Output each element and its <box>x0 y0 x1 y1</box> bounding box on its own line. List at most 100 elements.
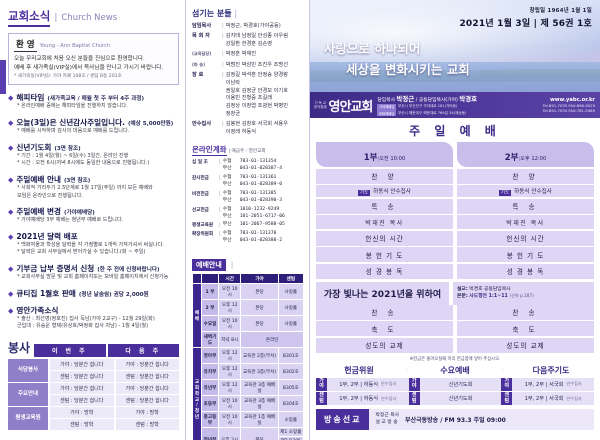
news-item-detail: * 백화여울과 학성을 달력을 각 가정별로 1개씩 가져가셔서 써실나다. <box>17 241 164 248</box>
broadcast-who: 박정근 목사 설 교 방 송 <box>375 413 399 426</box>
worship-order-row: 특 송 <box>316 198 453 214</box>
offering-note: ※헌금은 돌아오실때 미리 헌금함에 넣어 주십시오. <box>409 356 501 362</box>
account-row: 감사헌금 | 수협 703-01-131361 부산 043-01-028389-0 <box>192 175 304 189</box>
service-duty-row: 식당봉사 가야 : 당분간 쉽니다 센텀 : 당분간 쉽니다 가야 : 당분간 쉽니다… <box>8 359 179 382</box>
worship-guide-location-centum: 사랑홀 <box>277 299 305 317</box>
worship-order-row: 축 도 <box>316 321 453 336</box>
staff-name-line: 김봉현 김창호 서국회 서용우 <box>225 121 288 128</box>
worship-part-name: 2부 <box>504 153 519 163</box>
broadcast-sermon-label: 설 교 방 송 <box>375 419 398 425</box>
campus-key-char: 텀 <box>504 397 510 404</box>
account-number-line: 부산 101-2067-9588-05 <box>223 222 304 229</box>
welcome-title: 환 영 <box>14 40 37 52</box>
news-item: ◆ 큐티집 1월호 판매 (청년 날숨쉼) 권당 2,000원 <box>8 288 179 299</box>
church-news-divider: | <box>54 13 58 23</box>
worship-guide-time: 오전 10시 <box>217 283 242 301</box>
service-duty-cell-group: 가야 : 당분간 쉽니다 센텀 : 당분간 쉽니다 <box>115 359 179 382</box>
worship-guide-time: 오후 2시 <box>217 427 242 440</box>
address-text-centum: 부산시 해운대구 해운대로 769길 34(재송동) <box>397 110 467 115</box>
account-number-line: 부산 043-01-028387-4 <box>223 166 304 173</box>
worship-guide-service-name: 1 부 <box>201 283 219 301</box>
worship-guide-time: 저녁 8시 <box>217 331 242 349</box>
account-number: 703-01-131354 <box>239 158 277 164</box>
news-item-title: 2021년 달력 배포 <box>16 231 78 241</box>
service-duty-cells: 가야 : 방학 센텀 : 방학 가야 : 방학 센텀 : 방학 <box>50 407 179 430</box>
account-number-line: 부산 043-01-028388-2 <box>223 238 304 245</box>
campus-key-char: 센 <box>319 392 324 398</box>
account-row: 비전헌금 | 수협 703-01-131385 부산 043-01-028390-3 <box>192 191 304 205</box>
staff-row: 목 회 자 | 김지태 남정일 안성종 이우림 강일환 한경훈 김손영 <box>192 33 304 49</box>
account-number: 043-01-028387-4 <box>239 165 283 171</box>
worship-guide-group-label: 교회학교 / 청년 <box>192 347 202 440</box>
church-phone-1: Tel.891-7035 FAX:898-9029 <box>542 102 595 108</box>
worship-guide-time: 오후 12시 <box>217 299 242 317</box>
staff-names: 김봉현 김창호 서국회 서용우 이정래 하동식 <box>226 121 304 137</box>
service-duty-column-header: 다 음 주 <box>107 344 179 357</box>
worship-guide-row: 예배 1 부 오전 10시 본당 사랑홀 <box>192 283 305 349</box>
worship-guide-title: 예배안내 <box>192 259 226 272</box>
account-number: 101-2067-9588-05 <box>239 222 285 228</box>
online-account-list: 십 일 조 | 수협 703-01-131354 부산 043-01-028387-4 감사… <box>192 159 304 245</box>
pastor-name-2: 박경호 <box>459 95 478 103</box>
service-duty-cells: 가야 : 당분간 쉽니다 센텀 : 당분간 쉽니다 가야 : 당분간 쉽니다 센텀 :… <box>50 383 179 406</box>
news-item-title: 주일예배 변경 <box>16 207 61 217</box>
staff-names: 김정길 박석훈 안정승 양경랑 이남락 권일호 김정균 안경모 이기호 이용민 진형중… <box>226 72 304 119</box>
news-item: ◆ 오늘(3일)은 신년감사주일입니다. (예상 5,000만원) * 예배를 시작하… <box>8 117 179 136</box>
three-column-value: 1부, 2부 | 하동식 안수집사 <box>327 377 409 391</box>
service-duty-row-label: 식당봉사 <box>8 359 48 382</box>
offering-group: 센 텀 1부, 2부 | 하동식 안수집사 <box>316 392 409 405</box>
sermon-preacher-line: 설교: 박경호 공동담임목사 <box>457 286 590 293</box>
campus-key-char: 가 <box>411 377 417 384</box>
staff-name-line: 박정훈 박재진 <box>225 51 257 58</box>
duty-main-text: 1부, 2부 | 서국회 <box>524 396 564 402</box>
worship-guide-row: 교회학교 / 청년 영아부 오후 12시 교육관 2층(부서) B301호 <box>192 347 305 440</box>
worship-guide-col-header: 센텀 <box>277 273 305 285</box>
worship-part-header: 1부|오전 10:00 <box>316 142 453 167</box>
worship-order-row: 찬 송 <box>457 304 594 320</box>
church-website-url[interactable]: www.yabc.or.kr <box>549 96 595 103</box>
bullet-icon: ◆ <box>8 289 14 298</box>
bullet-icon: ◆ <box>8 208 14 217</box>
sermon-row: 가장 빛나는 2021년을 위하여 설교: 박경호 공동담임목사 본문: 사도행… <box>310 279 600 305</box>
account-name: 감사헌금 <box>192 175 209 181</box>
account-bank-name: 수협 <box>222 231 232 237</box>
worship-guide-location-centum: B305호 <box>277 379 305 397</box>
staff-role-label: 목 회 자 <box>192 33 210 40</box>
account-name: 평생교육원 <box>192 223 214 229</box>
church-news-title-kr: 교회소식 <box>8 8 51 27</box>
news-item: ◆ 주일예배 변경 (가야예배당) * 가야예배당 3부 예배는 청년부 예배로 드립… <box>8 206 179 225</box>
church-logo-bar: 기 독 교 한국침례 영안교회 담임목사 박정근 / 공동담임목사(가야) 박경… <box>310 92 600 118</box>
account-number: 703-01-131378 <box>239 231 277 237</box>
worship-guide-location-centum: 소망홀 <box>277 411 305 429</box>
three-column-row: 가 야 1부, 2부 | 하동식 안수집사 가 야 신년기도회 가 야 1부, 2부 | 서국회 안… <box>316 377 595 391</box>
news-item-title-row: ◆ 큐티집 1월호 판매 (청년 날숨쉼) 권당 2,000원 <box>8 288 179 299</box>
service-duty-title: 봉사 <box>8 341 31 355</box>
broadcast-preacher: 박정근 목사 <box>375 412 400 418</box>
nextweek-group: 센 텀 1부, 2부 | 서국회 안수집사 <box>501 392 595 405</box>
welcome-line-2: 예배 후 새가족실(VIP실)에서 목사님을 만나고 가시기 바랍니다. <box>14 64 164 71</box>
sunday-worship-title: 주 일 예 배 <box>409 124 501 138</box>
service-duty-cell: 센텀 : 방학 <box>50 419 114 430</box>
publication-info: 창립일 1964년 1월 1일 2021년 1월 3일 | 제 56권 1호 <box>459 6 592 29</box>
worship-guide-service-name: 유년부 <box>201 379 219 397</box>
duty-main-text: 1부, 2부 | 하동식 <box>339 381 379 388</box>
news-item-subtitle: (새가족교육 / 매월 첫 주 부터 4주 과정) <box>47 96 145 103</box>
prayer-tag: 기도 <box>358 189 371 196</box>
broadcast-body: 박정근 목사 설 교 방 송 부산극동방송 / FM 93.3 주일 09:00 <box>369 409 594 430</box>
account-number: 703-01-131385 <box>239 190 277 196</box>
account-number: 101-2051-6717-06 <box>239 213 285 219</box>
account-number-line: 수협 1010-1232-9249 <box>223 207 304 214</box>
worship-order-row: 찬 송 <box>316 304 453 320</box>
news-item-title-row: ◆ 주일예배 변경 (가야예배당) <box>8 206 179 217</box>
account-number: 1010-1232-9249 <box>239 206 280 212</box>
news-item-title-row: ◆ 해피타임 (새가족교육 / 매월 첫 주 부터 4주 과정) <box>8 92 179 103</box>
staff-name-line: 김지태 남정일 안성종 이우림 <box>225 33 288 40</box>
worship-guide-header: 예배안내 | <box>192 252 304 272</box>
staff-role-label: 담임목사 <box>192 23 212 29</box>
news-item-title-row: ◆ 기부금 납부 증명서 신청 (한 주 전에 신청바랍니다) <box>8 263 179 274</box>
address-tag-centum: 센텀예배당 <box>377 110 396 116</box>
account-number: 043-01-028390-3 <box>239 197 283 203</box>
